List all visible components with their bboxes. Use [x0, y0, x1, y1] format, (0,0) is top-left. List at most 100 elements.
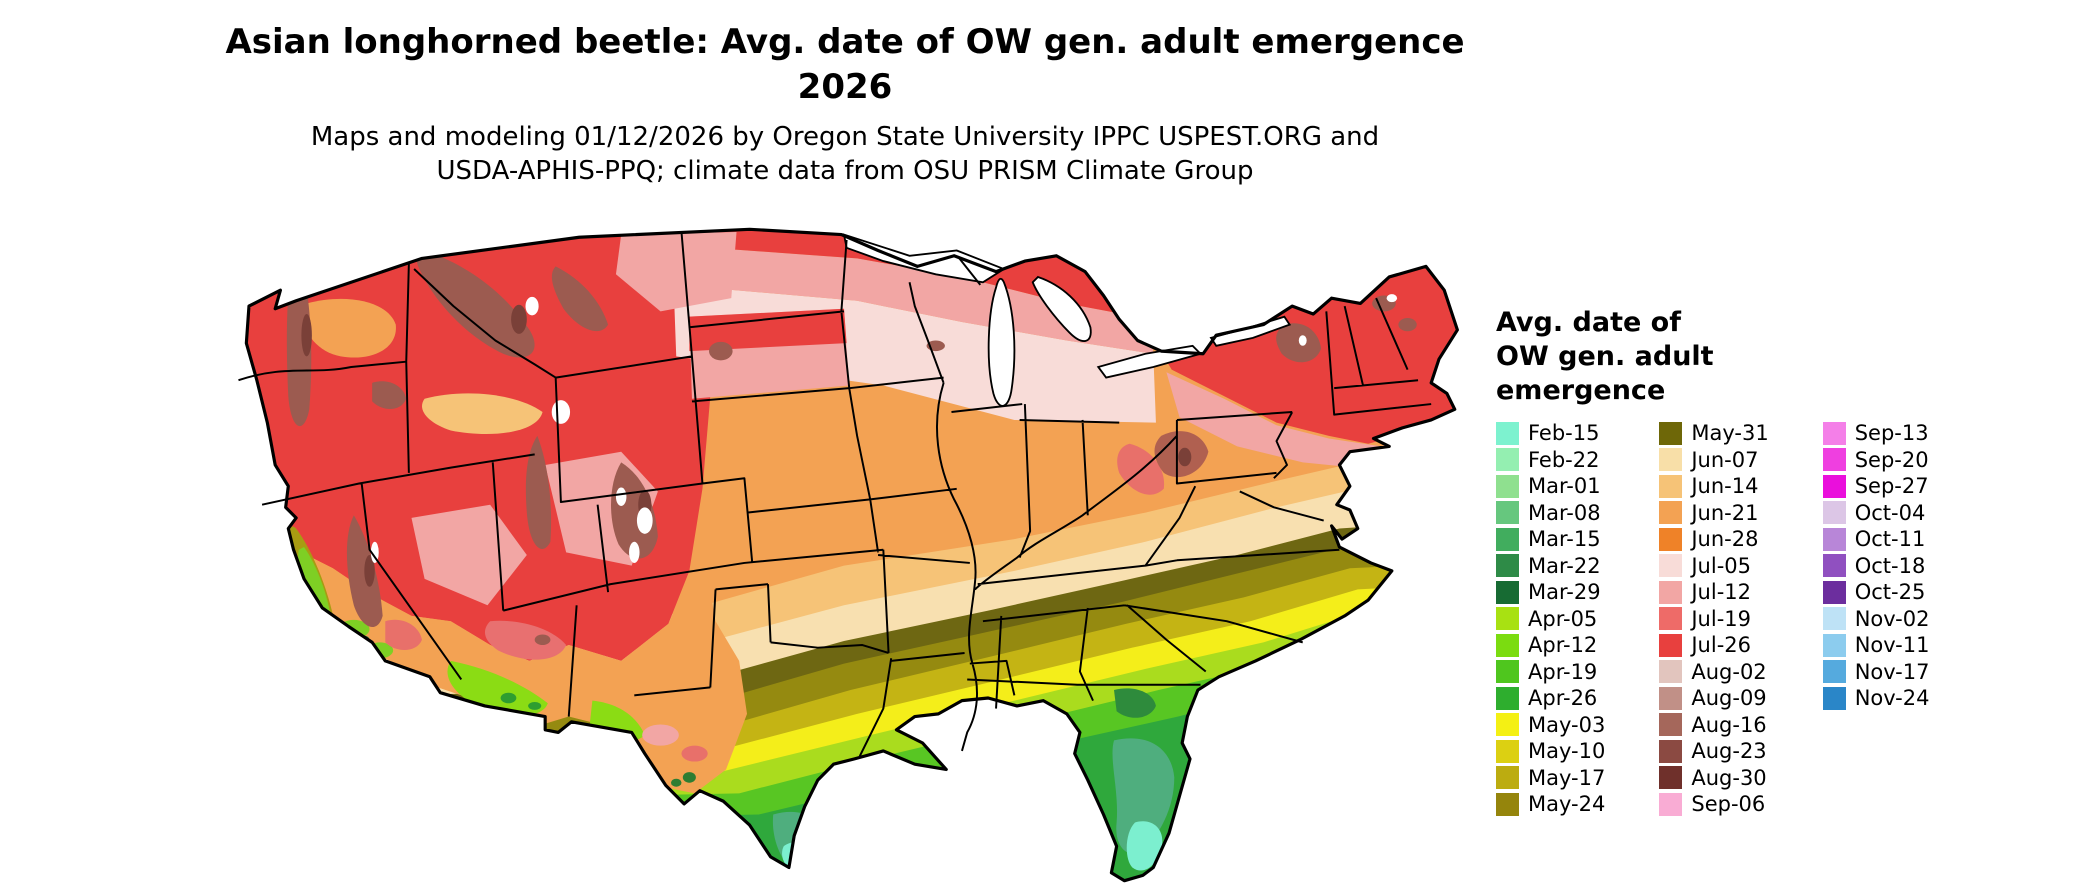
legend-swatch	[1659, 713, 1683, 737]
legend-column-1: Feb-15 Feb-22 Mar-01 Mar-08 Mar-15 Mar-22 Mar-…	[1496, 420, 1605, 818]
legend-entry: Jun-28	[1659, 526, 1768, 553]
legend-swatch	[1496, 660, 1519, 684]
legend-label: Jul-19	[1691, 606, 1751, 631]
legend-label: Apr-26	[1528, 686, 1598, 711]
legend-label: Aug-23	[1691, 739, 1767, 764]
legend-label: May-24	[1528, 792, 1606, 817]
legend-entry: Nov-02	[1822, 606, 1930, 633]
legend-columns: Feb-15 Feb-22 Mar-01 Mar-08 Mar-15 Mar-22 Mar-…	[1496, 420, 1929, 818]
legend-swatch	[1822, 474, 1846, 498]
legend-swatch	[1659, 686, 1683, 710]
legend-entry: Feb-15	[1496, 420, 1605, 447]
legend-label: Mar-22	[1528, 553, 1601, 578]
legend-entry: Jul-19	[1659, 606, 1768, 633]
legend-swatch	[1496, 607, 1519, 631]
legend-entry: Aug-09	[1659, 685, 1768, 712]
legend-swatch	[1822, 607, 1846, 631]
legend-label: Nov-17	[1854, 659, 1930, 684]
legend-swatch	[1659, 580, 1683, 604]
legend-label: Sep-27	[1854, 474, 1929, 499]
legend-swatch	[1496, 580, 1519, 604]
legend-entry: Jul-12	[1659, 579, 1768, 606]
legend-column-3: Sep-13 Sep-20 Sep-27 Oct-04 Oct-11 Oct-18 Oct-…	[1822, 420, 1930, 712]
state-borders	[238, 231, 1432, 757]
figure-subtitle: Maps and modeling 01/12/2026 by Oregon S…	[130, 120, 1560, 189]
legend: Avg. date of OW gen. adult emergence Feb…	[1496, 306, 1929, 818]
legend-entry: Mar-08	[1496, 500, 1605, 527]
legend-entry: May-31	[1659, 420, 1769, 447]
legend-label: Sep-13	[1854, 421, 1929, 446]
legend-entry: Jun-07	[1659, 447, 1768, 474]
legend-entry: Jul-05	[1659, 553, 1768, 580]
legend-label: Mar-01	[1528, 474, 1601, 499]
legend-swatch	[1496, 739, 1519, 763]
legend-label: Mar-08	[1528, 500, 1601, 525]
legend-swatch	[1496, 448, 1519, 472]
legend-label: Nov-02	[1854, 606, 1930, 631]
legend-swatch	[1659, 448, 1683, 472]
legend-entry: Jun-14	[1659, 473, 1768, 500]
legend-swatch	[1496, 501, 1519, 525]
legend-label: Mar-29	[1528, 580, 1601, 605]
legend-entry: Aug-02	[1659, 659, 1768, 686]
legend-swatch	[1659, 554, 1683, 578]
legend-label: May-17	[1528, 765, 1606, 790]
legend-swatch	[1659, 792, 1683, 816]
legend-entry: Mar-22	[1496, 553, 1605, 580]
legend-entry: Nov-11	[1822, 632, 1929, 659]
legend-swatch	[1496, 421, 1519, 445]
legend-swatch	[1659, 474, 1683, 498]
legend-label: Jun-07	[1691, 447, 1759, 472]
legend-entry: Oct-18	[1822, 553, 1930, 580]
legend-swatch	[1822, 660, 1846, 684]
legend-label: May-10	[1528, 739, 1606, 764]
legend-entry: Oct-11	[1822, 526, 1930, 553]
legend-swatch	[1822, 633, 1846, 657]
legend-entry: Aug-16	[1659, 712, 1768, 739]
legend-label: Oct-25	[1854, 580, 1926, 605]
legend-label: May-03	[1528, 712, 1606, 737]
legend-label: Nov-24	[1854, 686, 1930, 711]
great-lakes	[842, 233, 1292, 407]
legend-entry: Sep-27	[1822, 473, 1930, 500]
legend-entry: Sep-13	[1822, 420, 1930, 447]
legend-swatch	[1496, 633, 1519, 657]
legend-label: Oct-04	[1854, 500, 1926, 525]
legend-swatch	[1822, 527, 1846, 551]
legend-swatch	[1822, 448, 1846, 472]
legend-entry: Jun-21	[1659, 500, 1768, 527]
legend-column-2: May-31 Jun-07 Jun-14 Jun-21 Jun-28 Jul-05 Jul-…	[1659, 420, 1769, 818]
legend-swatch	[1659, 501, 1683, 525]
legend-swatch	[1822, 686, 1846, 710]
legend-label: Feb-22	[1528, 447, 1600, 472]
legend-label: Aug-09	[1691, 686, 1767, 711]
subtitle-line2: USDA-APHIS-PPQ; climate data from OSU PR…	[436, 156, 1254, 187]
legend-entry: Aug-23	[1659, 738, 1768, 765]
legend-label: Jun-14	[1691, 474, 1759, 499]
lake-huron	[1031, 275, 1092, 342]
legend-swatch	[1496, 792, 1519, 816]
legend-entry: Sep-20	[1822, 447, 1930, 474]
figure-title: Asian longhorned beetle: Avg. date of OW…	[130, 20, 1560, 110]
legend-swatch	[1822, 421, 1846, 445]
legend-entry: May-24	[1496, 791, 1605, 818]
lake-superior	[842, 233, 1006, 284]
legend-entry: Mar-15	[1496, 526, 1605, 553]
legend-swatch	[1496, 554, 1519, 578]
legend-label: Sep-20	[1854, 447, 1929, 472]
subtitle-line1: Maps and modeling 01/12/2026 by Oregon S…	[310, 122, 1380, 152]
legend-entry: Sep-06	[1659, 791, 1768, 818]
legend-entry: May-03	[1496, 712, 1605, 739]
legend-entry: Apr-12	[1496, 632, 1605, 659]
legend-entry: Jul-26	[1659, 632, 1768, 659]
title-line1: Asian longhorned beetle: Avg. date of OW…	[225, 22, 1465, 62]
lake-michigan	[987, 277, 1016, 407]
legend-label: Apr-05	[1528, 606, 1598, 631]
legend-label: Oct-11	[1854, 527, 1926, 552]
legend-label: Jun-28	[1691, 527, 1759, 552]
legend-swatch	[1496, 766, 1519, 790]
legend-swatch	[1822, 580, 1846, 604]
legend-swatch	[1659, 527, 1683, 551]
legend-label: Jul-12	[1691, 580, 1751, 605]
legend-label: Jun-21	[1691, 500, 1759, 525]
